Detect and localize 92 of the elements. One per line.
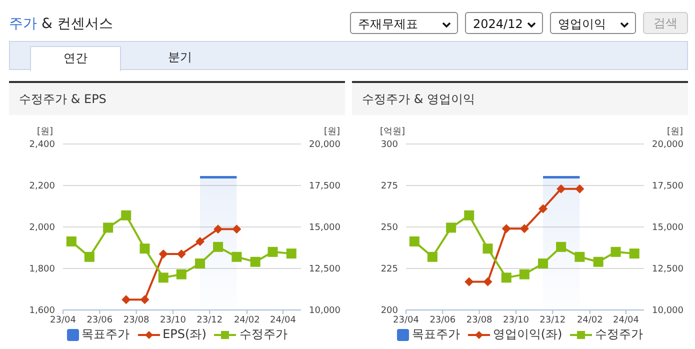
x-tick-label: 23/04 — [393, 315, 420, 326]
x-tick-label: 23/12 — [196, 315, 223, 326]
y-tick-label: 275 — [380, 182, 398, 192]
point — [464, 277, 474, 286]
point — [629, 248, 640, 259]
point — [610, 246, 621, 257]
x-tick-label: 23/08 — [123, 315, 150, 326]
y2-tick-label: 15,000 — [309, 223, 341, 234]
x-tick-label: 23/10 — [160, 315, 186, 326]
point — [213, 242, 224, 252]
text: 영업이익 — [550, 12, 636, 34]
point — [196, 237, 205, 246]
y2-tick-label: 20,000 — [309, 140, 341, 150]
point — [538, 258, 548, 269]
point — [140, 295, 150, 304]
y2-tick-label: 12,500 — [652, 264, 684, 275]
y2-tick-label: 20,000 — [652, 140, 684, 150]
point — [520, 224, 529, 234]
point — [501, 272, 512, 283]
text: 주가 & 컨센서스 — [9, 15, 113, 33]
point — [103, 222, 114, 233]
y2-tick-label: 17,500 — [652, 182, 684, 192]
point — [158, 249, 168, 258]
y-axis-title: [억원] — [380, 126, 406, 138]
y2-axis-title: [원] — [324, 126, 340, 138]
legend-label: 목표주가 — [412, 326, 460, 343]
point — [232, 224, 242, 234]
y-axis-title: [원] — [37, 126, 54, 138]
point — [483, 277, 492, 286]
y2-axis-title: [원] — [666, 126, 683, 138]
y2-tick-label: 15,000 — [652, 223, 684, 234]
text: 연간 — [30, 46, 121, 71]
point — [538, 204, 548, 214]
point — [66, 236, 76, 246]
x-tick-label: 23/12 — [540, 315, 566, 326]
y-tick-label: 225 — [380, 264, 398, 275]
point — [464, 210, 474, 220]
y-tick-label: 2,200 — [29, 182, 56, 192]
y-tick-label: 2,400 — [29, 140, 56, 150]
legend-label: 수정주가 — [595, 326, 644, 343]
point — [519, 269, 530, 280]
point — [446, 222, 456, 233]
x-tick-label: 24/02 — [576, 315, 603, 326]
point — [593, 256, 604, 267]
point — [556, 242, 566, 252]
legend-label: 수정주가 — [239, 326, 288, 343]
point — [268, 246, 278, 257]
point — [122, 295, 131, 304]
point — [140, 244, 150, 254]
x-tick-label: 23/06 — [86, 315, 113, 326]
point — [84, 252, 94, 262]
y2-tick-label: 10,000 — [309, 306, 341, 316]
point — [409, 236, 420, 246]
text: 2024/12 — [465, 12, 543, 34]
point — [214, 224, 223, 234]
point — [427, 252, 438, 262]
point — [575, 184, 584, 194]
y-tick-label: 300 — [380, 140, 398, 150]
point — [176, 269, 186, 280]
point — [286, 248, 296, 259]
chart-title: 수정주가 & EPS — [9, 83, 345, 115]
x-tick-label: 24/04 — [613, 315, 640, 326]
point — [121, 210, 132, 220]
legend-label: EPS(좌) — [162, 326, 206, 343]
text: 검색 — [643, 12, 688, 34]
x-tick-label: 24/02 — [234, 315, 260, 326]
text: 분기 — [167, 49, 193, 66]
legend-label: 영업이익(좌) — [492, 326, 562, 343]
point — [556, 184, 566, 194]
point — [158, 272, 168, 283]
chart-title: 수정주가 & 영업이익 — [352, 83, 688, 115]
y-tick-label: 250 — [380, 223, 398, 234]
y-tick-label: 2,000 — [29, 223, 56, 234]
y2-tick-label: 12,500 — [309, 264, 341, 275]
point — [502, 224, 511, 234]
point — [482, 244, 493, 254]
text: 주재무제표 — [350, 12, 458, 34]
point — [195, 258, 206, 269]
x-tick-label: 23/04 — [50, 315, 76, 326]
y2-tick-label: 17,500 — [309, 182, 341, 192]
y2-tick-label: 10,000 — [652, 306, 684, 316]
point — [250, 256, 260, 267]
legend-label: 목표주가 — [82, 326, 130, 343]
y-tick-label: 1,800 — [29, 264, 56, 275]
y-tick-label: 1,600 — [29, 306, 56, 316]
x-tick-label: 23/08 — [466, 315, 493, 326]
x-tick-label: 24/04 — [270, 315, 296, 326]
x-tick-label: 23/06 — [430, 315, 456, 326]
point — [232, 252, 242, 262]
point — [574, 252, 585, 262]
x-tick-label: 23/10 — [503, 315, 530, 326]
y-tick-label: 200 — [380, 306, 398, 316]
